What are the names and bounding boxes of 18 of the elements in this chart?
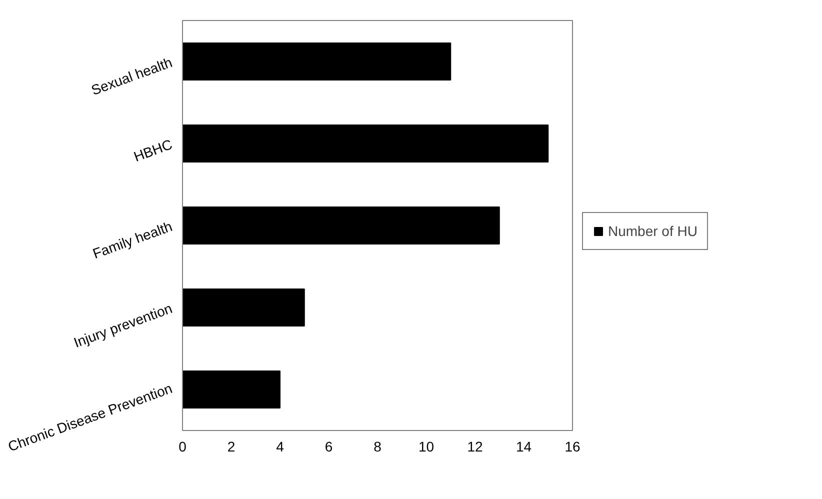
x-tick-label: 16 (564, 438, 580, 454)
legend-label: Number of HU (608, 223, 698, 239)
x-tick-label: 6 (324, 438, 333, 454)
y-tick-label: HBHC (131, 136, 174, 165)
x-tick-label: 12 (467, 438, 483, 454)
bar (182, 124, 549, 162)
x-tick-label: 2 (227, 438, 236, 454)
x-tick-label: 4 (276, 438, 284, 454)
y-tick-label: Sexual health (89, 54, 174, 98)
bar (182, 206, 500, 244)
x-tick-label: 14 (516, 438, 532, 454)
bar (182, 42, 452, 80)
x-tick-label: 0 (178, 438, 187, 454)
x-tick-label: 10 (418, 438, 434, 454)
bar (182, 288, 305, 326)
x-tick-label: 8 (374, 438, 382, 454)
bar (182, 370, 280, 408)
y-tick-label: Family health (90, 218, 174, 262)
